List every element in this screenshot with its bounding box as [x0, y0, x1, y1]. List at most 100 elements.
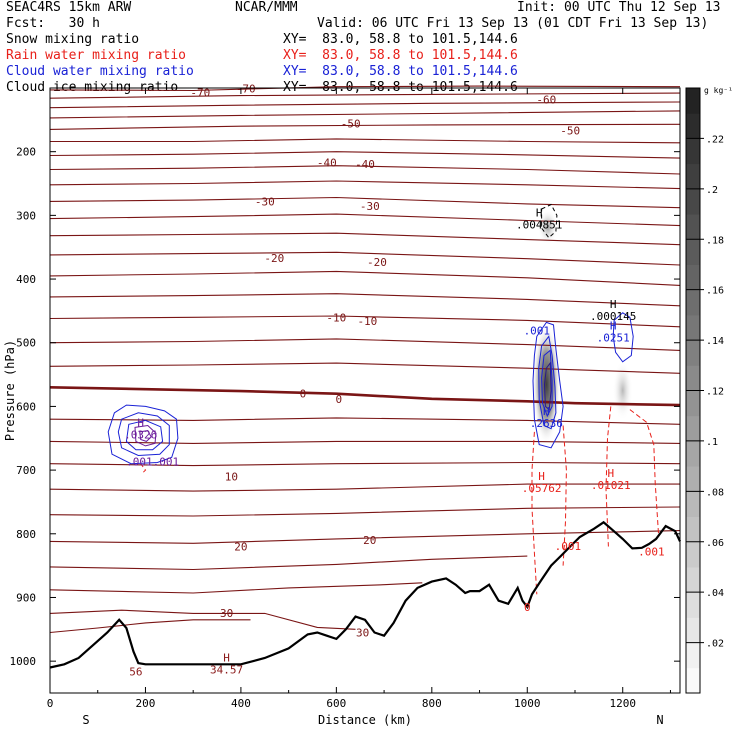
ice-shading	[612, 360, 633, 421]
isotherm-label: -50	[341, 118, 361, 131]
isotherm	[49, 461, 681, 467]
y-axis-label: Pressure (hPa)	[3, 340, 17, 441]
colorbar-tick-label: .04	[706, 588, 724, 599]
colorbar-swatch	[686, 516, 700, 543]
isotherm	[49, 165, 681, 175]
isotherm	[49, 232, 681, 246]
colorbar-swatch	[686, 113, 700, 139]
colorbar-swatch	[686, 415, 700, 442]
cloud-water-contour	[107, 404, 179, 465]
isotherm	[50, 138, 681, 144]
y-tick-label: 400	[16, 273, 36, 286]
extremum-label: .001.001	[126, 455, 179, 468]
cloud-water-contour	[538, 335, 557, 430]
cloud-water-contour	[532, 321, 564, 449]
rain-contour	[629, 409, 659, 534]
isotherm	[49, 213, 681, 227]
extremum-label: 56	[129, 665, 142, 678]
extremum-label: .0326	[124, 429, 157, 442]
colorbar-swatch	[686, 188, 700, 215]
y-tick-label: 600	[16, 400, 36, 413]
colorbar-swatch	[686, 566, 700, 593]
isotherm	[49, 582, 423, 594]
isotherm	[49, 555, 528, 571]
extremum-label: .05762	[522, 482, 562, 495]
isotherm-label: -50	[560, 125, 580, 138]
colorbar-tick-label: .16	[706, 286, 724, 297]
y-tick-label: 1000	[10, 655, 37, 668]
isotherm-label: 30	[356, 627, 369, 640]
colorbar-swatch	[686, 642, 700, 669]
isotherm-label: -20	[264, 252, 284, 265]
isotherm-label: -10	[326, 311, 346, 324]
extremum-label: .001	[555, 540, 582, 553]
cloud-water-contour	[543, 361, 552, 411]
extremum-marker: H	[543, 405, 550, 418]
isotherm-label: -70	[190, 86, 210, 99]
isotherm	[49, 270, 681, 286]
field-xy-range: XY= 83.0, 58.8 to 101.5,144.6	[283, 64, 518, 79]
colorbar-swatch	[686, 466, 700, 492]
isotherm	[49, 440, 681, 444]
isotherm-label: -20	[367, 256, 387, 269]
model-title: SEAC4RS 15km ARW	[6, 0, 132, 15]
extremum-label: 0	[524, 601, 531, 614]
field-label: Snow mixing ratio	[6, 32, 140, 47]
extremum-label: .2636	[530, 417, 563, 430]
x-tick-label: 600	[326, 697, 346, 710]
isotherm-label: -30	[255, 195, 275, 208]
colorbar-swatch	[686, 289, 700, 316]
x-tick-label: 1000	[514, 697, 541, 710]
isotherm-label: 20	[234, 541, 247, 554]
valid-time: Valid: 06 UTC Fri 13 Sep 13 (01 CDT Fri …	[317, 16, 709, 31]
colorbar-swatch	[686, 440, 700, 467]
colorbar-swatch	[686, 163, 700, 190]
isotherm-label: -10	[357, 315, 377, 328]
colorbar-swatch	[686, 239, 700, 265]
y-tick-label: 300	[16, 209, 36, 222]
colorbar-tick-label: .08	[706, 487, 724, 498]
colorbar-swatch	[686, 340, 700, 366]
colorbar-tick-label: .22	[706, 134, 724, 145]
isotherm-label: -40	[317, 157, 337, 170]
x-tick-label: 1200	[609, 697, 636, 710]
colorbar-swatch	[686, 214, 700, 240]
rain-contour	[531, 431, 538, 595]
colorbar-swatch	[686, 541, 700, 568]
cloud-water-contour	[117, 412, 170, 457]
colorbar-tick-label: .12	[706, 387, 724, 398]
field-label: Cloud water mixing ratio	[6, 64, 194, 79]
extremum-marker: H	[538, 470, 545, 483]
isotherm	[49, 196, 681, 209]
isotherm-label: -40	[355, 158, 375, 171]
y-tick-label: 500	[16, 337, 36, 350]
colorbar-tick-label: .06	[706, 538, 724, 549]
isotherm-label: 0	[335, 393, 342, 406]
colorbar-swatch	[686, 491, 700, 518]
isotherm	[49, 609, 356, 630]
extremum-label: .001	[524, 325, 551, 338]
field-label: Rain water mixing ratio	[6, 48, 187, 63]
ice-shading	[532, 324, 561, 445]
extremum-marker: H	[536, 206, 543, 219]
colorbar-swatch	[686, 264, 700, 291]
isotherm	[49, 619, 251, 634]
cloud-water-contour	[541, 349, 553, 418]
x-axis-label: Distance (km)	[318, 713, 412, 727]
isotherm-label: -30	[360, 200, 380, 213]
cloud-water-contour	[125, 419, 164, 451]
colorbar-swatch	[686, 138, 700, 165]
cloud-water-contour	[134, 424, 157, 447]
rain-contour	[140, 463, 147, 475]
isotherm	[49, 151, 681, 159]
isotherm	[49, 483, 680, 492]
colorbar-tick-label: .14	[706, 336, 724, 347]
colorbar-swatch	[686, 390, 700, 417]
colorbar-swatch	[686, 617, 700, 644]
isotherm	[49, 315, 681, 328]
y-tick-label: 900	[16, 591, 36, 604]
isotherm-label: 10	[225, 470, 238, 483]
plot-frame	[49, 87, 681, 694]
isotherm	[49, 530, 681, 544]
isotherm	[49, 180, 681, 190]
